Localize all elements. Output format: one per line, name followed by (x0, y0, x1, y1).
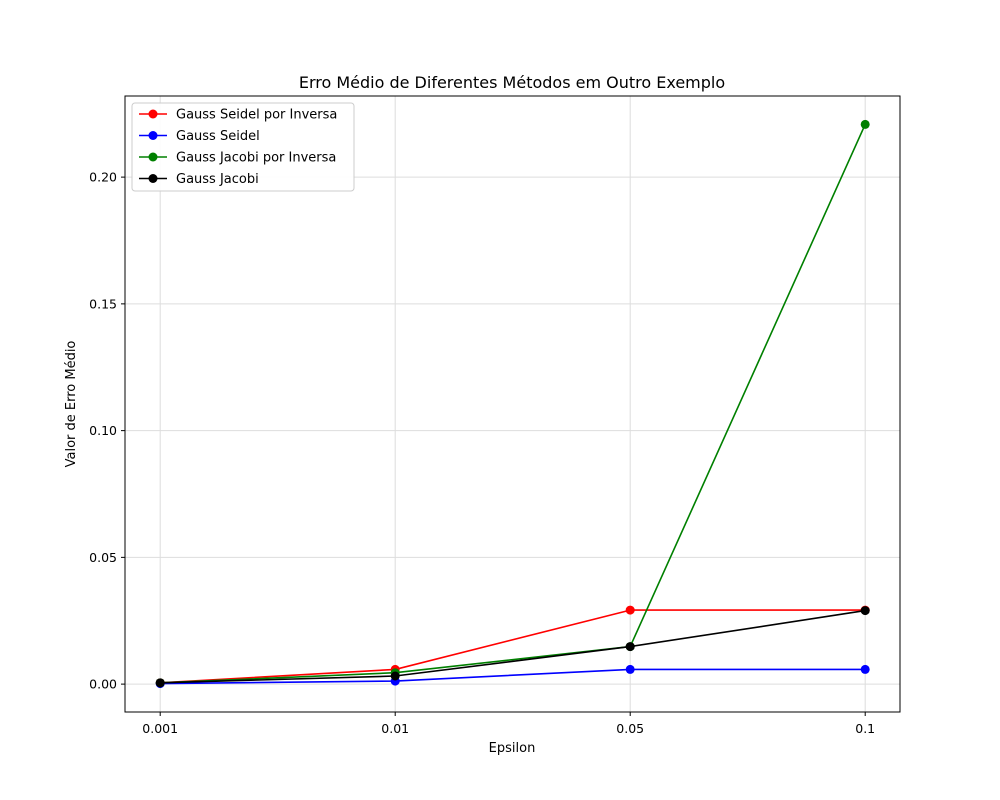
series-line (160, 609, 866, 684)
series-line (160, 668, 866, 685)
x-tick-label: 0.1 (855, 721, 875, 736)
series-line (160, 609, 866, 684)
data-point (390, 671, 400, 681)
x-axis-label: Epsilon (489, 741, 536, 756)
legend-marker (148, 109, 158, 119)
x-axis-ticks: 0.001 0.01 0.05 0.1 (142, 712, 875, 736)
y-tick-label: 0.10 (89, 423, 117, 438)
x-tick-label: 0.01 (381, 721, 409, 736)
data-point (860, 664, 870, 674)
data-point (625, 605, 635, 615)
x-tick-label: 0.001 (142, 721, 178, 736)
legend-marker (148, 174, 158, 183)
data-point (625, 664, 635, 674)
y-tick-label: 0.15 (89, 296, 117, 311)
plot-area-frame (124, 95, 901, 713)
legend-marker (148, 152, 158, 162)
legend-label: Gauss Jacobi por Inversa (176, 151, 336, 166)
data-point (625, 642, 635, 652)
chart-title: Erro Médio de Diferentes Métodos em Outr… (299, 73, 725, 92)
legend-label: Gauss Jacobi (176, 172, 259, 187)
legend: Gauss Seidel por Inversa Gauss Seidel Gaus… (131, 102, 355, 192)
y-tick-label: 0.00 (89, 677, 117, 692)
series-line (160, 124, 866, 684)
series-lines (155, 119, 870, 689)
x-tick-label: 0.05 (616, 721, 644, 736)
legend-label: Gauss Seidel (176, 129, 260, 144)
y-tick-label: 0.05 (89, 550, 117, 565)
y-axis-ticks: 0.00 0.05 0.10 0.15 0.20 (89, 170, 125, 692)
data-point (860, 119, 870, 129)
data-point (155, 678, 165, 688)
legend-box (131, 102, 355, 192)
legend-marker (148, 131, 158, 140)
data-point (860, 606, 870, 616)
legend-label: Gauss Seidel por Inversa (176, 108, 337, 123)
y-tick-label: 0.20 (89, 170, 117, 185)
y-axis-label: Valor de Erro Médio (64, 341, 79, 468)
